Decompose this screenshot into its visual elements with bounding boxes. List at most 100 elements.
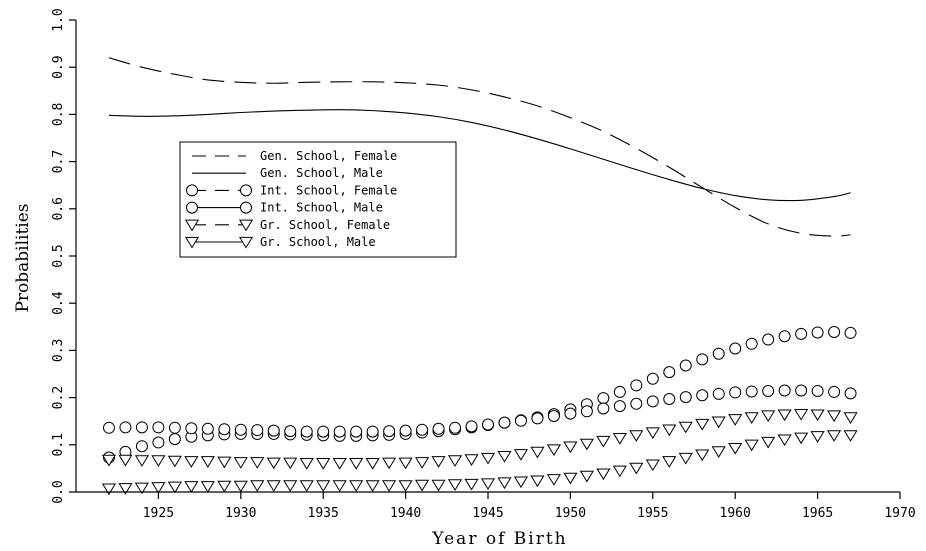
data-point: [349, 458, 364, 470]
data-point: [482, 418, 494, 431]
data-point: [663, 393, 676, 406]
data-point: [762, 333, 775, 346]
data-point: [662, 424, 677, 437]
data-point: [398, 457, 413, 470]
data-point: [134, 482, 150, 495]
y-tick-label: 0.2: [51, 386, 66, 409]
data-point: [299, 458, 314, 470]
data-point: [679, 359, 692, 372]
data-point: [349, 480, 364, 492]
data-point: [234, 423, 247, 436]
data-point: [382, 480, 397, 492]
data-point: [366, 425, 379, 438]
data-point: [744, 412, 759, 424]
x-tick-label: 1955: [637, 506, 668, 521]
legend-item: Int. School, Female: [186, 183, 397, 197]
data-point: [597, 402, 610, 415]
data-point: [152, 436, 165, 449]
series-2: [102, 325, 857, 464]
plot-area: [101, 57, 858, 496]
data-point: [811, 326, 824, 339]
data-point: [464, 478, 479, 491]
data-point: [663, 366, 676, 379]
data-point: [497, 477, 512, 490]
series-line: [108, 109, 851, 202]
data-point: [447, 455, 463, 467]
data-point: [563, 472, 578, 485]
data-point: [152, 421, 165, 434]
series-0: [108, 57, 851, 237]
data-point: [350, 425, 363, 438]
data-point: [745, 337, 758, 350]
legend-marker: [184, 219, 200, 232]
data-point: [530, 475, 545, 488]
data-point: [497, 450, 512, 463]
data-point: [711, 446, 726, 458]
data-point: [546, 474, 562, 486]
data-point: [645, 427, 660, 440]
data-point: [135, 440, 148, 453]
y-tick-label: 0.4: [51, 291, 66, 315]
legend-box: [179, 141, 457, 258]
y-tick-label: 0.9: [51, 55, 66, 78]
data-point: [729, 386, 742, 399]
data-point: [778, 330, 791, 343]
data-point: [399, 424, 412, 437]
series-3: [102, 384, 857, 438]
legend-marker: [240, 184, 252, 197]
data-point: [514, 414, 527, 427]
series-line: [108, 57, 851, 237]
data-point: [745, 385, 758, 398]
data-point: [629, 462, 644, 475]
data-point: [612, 465, 627, 478]
data-point: [135, 421, 148, 434]
data-point: [233, 457, 248, 469]
data-point: [597, 392, 610, 405]
data-point: [828, 385, 841, 398]
data-point: [531, 412, 544, 425]
data-point: [547, 410, 560, 423]
data-point: [151, 455, 166, 467]
data-point: [431, 456, 446, 468]
data-point: [513, 449, 529, 461]
data-point: [316, 458, 331, 470]
legend-marker: [238, 236, 254, 249]
data-point: [464, 454, 479, 466]
data-point: [382, 457, 397, 470]
data-point: [795, 384, 808, 397]
data-point: [167, 455, 182, 468]
data-point: [744, 439, 759, 452]
data-point: [266, 457, 281, 470]
data-point: [167, 481, 182, 494]
axes: 1925 1930 1935 1940 1945 1950 1955 1960 1965 1970…: [51, 8, 916, 521]
legend-label: Int. School, Female: [260, 183, 397, 197]
data-point: [119, 421, 132, 434]
data-point: [826, 410, 842, 423]
data-point: [761, 410, 776, 423]
data-point: [712, 347, 725, 360]
data-point: [580, 405, 593, 418]
data-point: [266, 480, 281, 492]
legend-item: Gen. School, Male: [192, 166, 383, 180]
legend-label: Gr. School, Male: [260, 235, 376, 249]
series-4: [101, 430, 858, 496]
data-point: [316, 480, 331, 492]
y-tick-label: 0.8: [51, 103, 66, 126]
x-tick-label: 1925: [143, 506, 174, 521]
data-point: [612, 433, 627, 445]
data-point: [728, 442, 743, 455]
x-tick-label: 1945: [472, 506, 503, 521]
data-point: [695, 449, 710, 462]
data-point: [712, 387, 725, 400]
data-point: [828, 325, 841, 338]
data-point: [810, 409, 825, 422]
data-point: [284, 425, 297, 438]
data-point: [480, 478, 496, 491]
data-point: [546, 444, 562, 457]
legend-label: Int. School, Male: [260, 201, 383, 215]
data-point: [679, 391, 692, 404]
data-point: [810, 431, 825, 443]
data-point: [563, 441, 578, 454]
data-point: [432, 422, 445, 435]
